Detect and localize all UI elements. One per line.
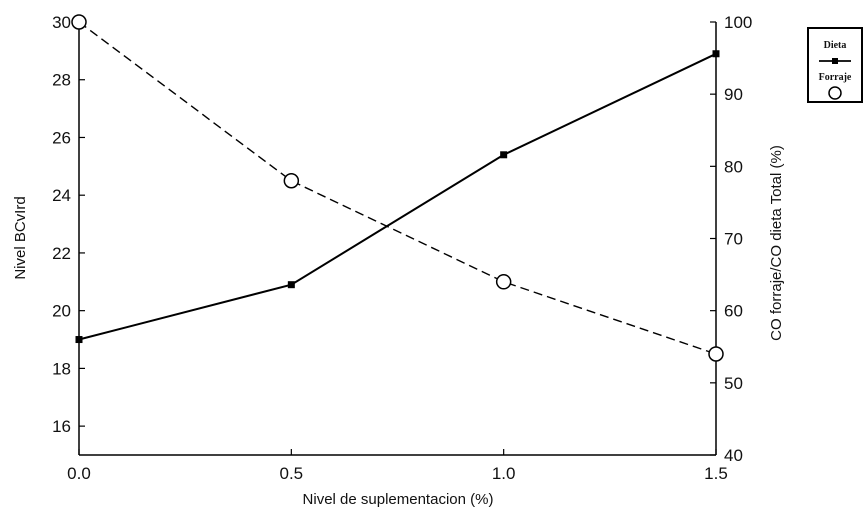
axes bbox=[78, 22, 717, 456]
y2-tick-label: 50 bbox=[724, 374, 743, 393]
y-tick-label: 22 bbox=[52, 244, 71, 263]
legend-marker-dieta bbox=[832, 58, 838, 64]
y2-tick-label: 100 bbox=[724, 13, 752, 32]
legend: Dieta Forraje bbox=[807, 27, 863, 103]
legend-label-forraje: Forraje bbox=[819, 72, 852, 83]
data-point-forraje bbox=[708, 346, 724, 362]
y-tick-label: 30 bbox=[52, 13, 71, 32]
y-tick-label: 26 bbox=[52, 128, 71, 147]
y-axis-title: Nivel BCvIrd bbox=[12, 196, 29, 279]
data-point-dieta bbox=[712, 50, 720, 58]
y2-tick-label: 40 bbox=[724, 446, 743, 465]
y2-tick-label: 60 bbox=[724, 302, 743, 321]
y2-axis-title: CO forraje/CO dieta Total (%) bbox=[768, 145, 785, 341]
series-line-dieta bbox=[78, 52, 717, 341]
x-tick-label: 0.0 bbox=[67, 464, 91, 483]
y-tick-label: 20 bbox=[52, 302, 71, 321]
y-tick-label: 24 bbox=[52, 186, 71, 205]
data-point-forraje bbox=[71, 14, 87, 30]
legend-label-dieta: Dieta bbox=[824, 40, 847, 51]
data-point-dieta bbox=[287, 281, 295, 289]
y-tick-label: 28 bbox=[52, 71, 71, 90]
data-point-forraje bbox=[283, 173, 300, 189]
series-layer bbox=[71, 14, 724, 362]
y2-tick-label: 70 bbox=[724, 230, 743, 249]
x-tick-label: 1.0 bbox=[492, 464, 516, 483]
data-point-dieta bbox=[75, 336, 83, 344]
data-point-forraje bbox=[495, 274, 512, 290]
data-point-dieta bbox=[500, 151, 508, 159]
x-tick-label: 1.5 bbox=[704, 464, 728, 483]
legend-marker-forraje bbox=[828, 86, 842, 100]
ticks: 0.0 0.5 1.0 1.5 16 18 20 22 24 26 28 30 40 50 60 70 80 90… bbox=[52, 13, 752, 483]
x-axis-title: Nivel de suplementacion (%) bbox=[303, 491, 494, 508]
y2-tick-label: 90 bbox=[724, 85, 743, 104]
y-tick-label: 16 bbox=[52, 417, 71, 436]
y2-tick-label: 80 bbox=[724, 157, 743, 176]
series-line-forraje bbox=[78, 21, 717, 355]
y-tick-label: 18 bbox=[52, 359, 71, 378]
x-tick-label: 0.5 bbox=[280, 464, 304, 483]
